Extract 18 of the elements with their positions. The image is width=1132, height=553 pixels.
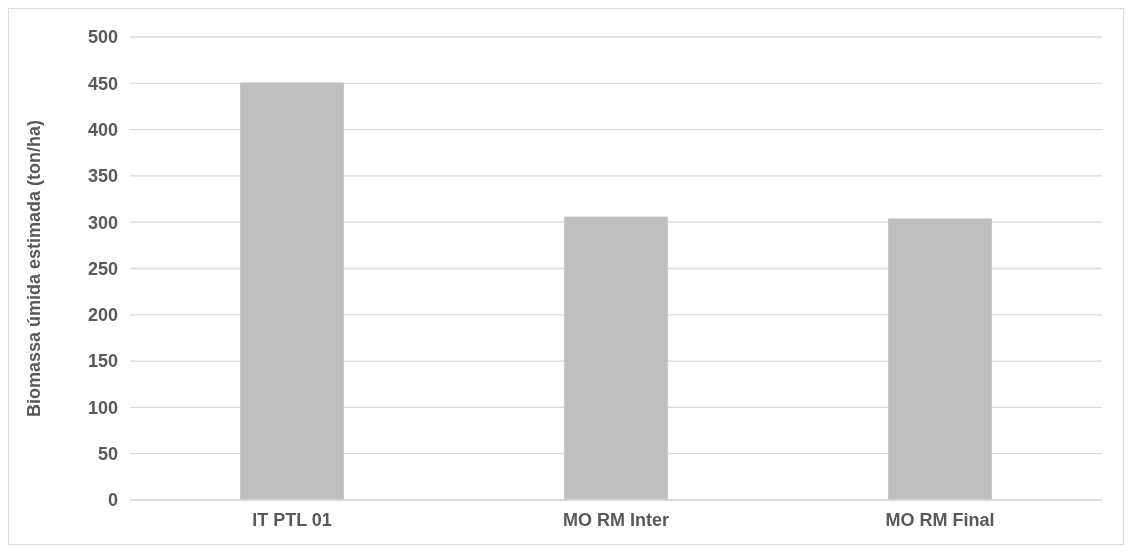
x-tick-label: MO RM Inter (563, 510, 669, 530)
bar (564, 216, 668, 500)
y-tick-label: 200 (87, 305, 118, 326)
x-tick-label: IT PTL 01 (252, 510, 332, 530)
y-tick-label: 100 (87, 397, 118, 418)
x-tick-label: MO RM Final (885, 510, 995, 530)
y-tick-label: 50 (97, 444, 118, 464)
y-tick-label: 300 (87, 212, 118, 233)
bar (888, 218, 992, 500)
y-tick-label: 150 (87, 351, 118, 372)
y-axis-title: Biomassa úmida estimada (ton/ha) (24, 119, 44, 418)
y-tick-label: 0 (107, 490, 118, 511)
y-tick-label: 350 (87, 166, 118, 187)
y-tick-label: 500 (87, 27, 118, 48)
bar (240, 82, 344, 500)
y-tick-label: 250 (87, 258, 118, 279)
y-tick-label: 450 (87, 73, 118, 94)
y-tick-label: 400 (87, 119, 118, 140)
